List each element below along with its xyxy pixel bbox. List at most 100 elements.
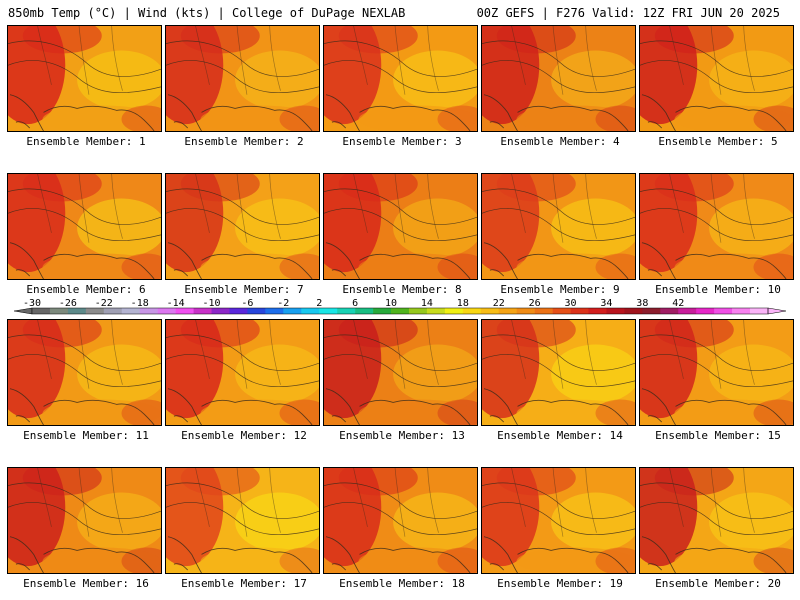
ensemble-member-20-map (639, 467, 794, 574)
colorbar-tick-label: 26 (528, 298, 541, 309)
colorbar-swatch (678, 308, 697, 314)
colorbar-swatch (373, 308, 392, 314)
ensemble-member-19-map (481, 467, 636, 574)
ensemble-member-label: Ensemble Member: 8 (342, 283, 462, 296)
ensemble-member-label: Ensemble Member: 12 (181, 429, 307, 442)
colorbar-tick-label: 14 (420, 298, 433, 309)
ensemble-member-12-map (165, 319, 320, 426)
colorbar-swatch (85, 308, 105, 314)
colorbar-swatch (103, 308, 123, 314)
ensemble-member-label: Ensemble Member: 11 (23, 429, 149, 442)
ensemble-member-2-map (165, 25, 320, 132)
colorbar-tick-label: -14 (166, 298, 185, 309)
colorbar-swatch (642, 308, 661, 314)
colorbar-swatch (426, 308, 446, 314)
colorbar-swatch (32, 308, 51, 314)
colorbar-swatch (588, 308, 607, 314)
colorbar-tick-label: -6 (241, 298, 254, 309)
colorbar-tick-label: -30 (22, 298, 42, 309)
ensemble-member-8-map (323, 173, 478, 280)
colorbar-swatch (660, 308, 679, 314)
ensemble-member-11-map (7, 319, 162, 426)
colorbar-swatch (750, 308, 769, 314)
ensemble-member-label: Ensemble Member: 6 (26, 283, 146, 296)
map-title: 850mb Temp (°C) | Wind (kts) | College o… (8, 6, 406, 20)
colorbar-tick-label: 38 (636, 298, 649, 309)
colorbar-swatch (552, 308, 571, 314)
colorbar-tick-label: -2 (277, 298, 290, 309)
colorbar-swatch (534, 308, 553, 314)
colorbar-swatch (696, 308, 715, 314)
colorbar-swatch (265, 308, 284, 314)
colorbar-swatch (301, 308, 320, 314)
colorbar-swatch (606, 308, 625, 314)
ensemble-member-label: Ensemble Member: 1 (26, 135, 146, 148)
ensemble-member-label: Ensemble Member: 20 (655, 577, 781, 590)
colorbar-swatch (355, 308, 374, 314)
colorbar-swatch (516, 308, 535, 314)
colorbar-tick-label: 34 (600, 298, 613, 309)
colorbar-swatch (139, 308, 158, 314)
colorbar-swatch (229, 308, 248, 314)
ensemble-member-label: Ensemble Member: 15 (655, 429, 781, 442)
colorbar-swatch (714, 308, 733, 314)
ensemble-member-label: Ensemble Member: 9 (500, 283, 620, 296)
ensemble-member-label: Ensemble Member: 7 (184, 283, 304, 296)
colorbar-tick-label: 22 (492, 298, 505, 309)
ensemble-member-label: Ensemble Member: 3 (342, 135, 462, 148)
ensemble-member-label: Ensemble Member: 4 (500, 135, 620, 148)
colorbar-swatch (337, 308, 356, 314)
ensemble-member-5-map (639, 25, 794, 132)
ensemble-member-4-map (481, 25, 636, 132)
colorbar-swatch (444, 308, 464, 314)
colorbar-swatch (462, 308, 482, 314)
colorbar-swatch (498, 308, 517, 314)
ensemble-member-6-map (7, 173, 162, 280)
ensemble-member-9-map (481, 173, 636, 280)
colorbar-swatch (408, 308, 428, 314)
colorbar-swatch (247, 308, 266, 314)
colorbar-swatch (732, 308, 751, 314)
ensemble-member-14-map (481, 319, 636, 426)
ensemble-member-label: Ensemble Member: 16 (23, 577, 149, 590)
colorbar-tick-label: 30 (564, 298, 577, 309)
colorbar-swatch (157, 308, 176, 314)
colorbar-tick-label: -26 (58, 298, 77, 309)
colorbar-tick-label: -18 (130, 298, 149, 309)
ensemble-member-7-map (165, 173, 320, 280)
colorbar-tick-label: -10 (202, 298, 221, 309)
colorbar-tick-label: 6 (352, 298, 359, 309)
colorbar-swatch (391, 308, 410, 314)
ensemble-member-label: Ensemble Member: 18 (339, 577, 465, 590)
colorbar-swatch (211, 308, 230, 314)
ensemble-member-13-map (323, 319, 478, 426)
colorbar-swatch (283, 308, 302, 314)
ensemble-member-18-map (323, 467, 478, 574)
model-run-info: 00Z GEFS | F276 Valid: 12Z FRI JUN 20 20… (476, 6, 780, 20)
ensemble-member-label: Ensemble Member: 17 (181, 577, 307, 590)
ensemble-member-label: Ensemble Member: 10 (655, 283, 781, 296)
ensemble-member-label: Ensemble Member: 13 (339, 429, 465, 442)
colorbar-tick-label: 2 (316, 298, 323, 309)
colorbar-tick-label: 42 (672, 298, 685, 309)
ensemble-member-3-map (323, 25, 478, 132)
ensemble-member-1-map (7, 25, 162, 132)
colorbar-swatch (480, 308, 500, 314)
colorbar-tick-label: 18 (456, 298, 469, 309)
ensemble-member-label: Ensemble Member: 19 (497, 577, 623, 590)
ensemble-member-10-map (639, 173, 794, 280)
ensemble-member-label: Ensemble Member: 5 (658, 135, 778, 148)
ensemble-member-label: Ensemble Member: 2 (184, 135, 304, 148)
temperature-colorbar (14, 307, 786, 315)
ensemble-member-label: Ensemble Member: 14 (497, 429, 623, 442)
ensemble-member-16-map (7, 467, 162, 574)
colorbar-swatch (193, 308, 212, 314)
colorbar-max-arrow (767, 307, 786, 315)
colorbar-swatch (624, 308, 643, 314)
colorbar-swatch (319, 308, 338, 314)
colorbar-swatch (121, 308, 141, 314)
colorbar-swatch (570, 308, 589, 314)
colorbar-swatch (67, 308, 87, 314)
colorbar-tick-label: 10 (384, 298, 398, 309)
colorbar-swatch (175, 308, 194, 314)
